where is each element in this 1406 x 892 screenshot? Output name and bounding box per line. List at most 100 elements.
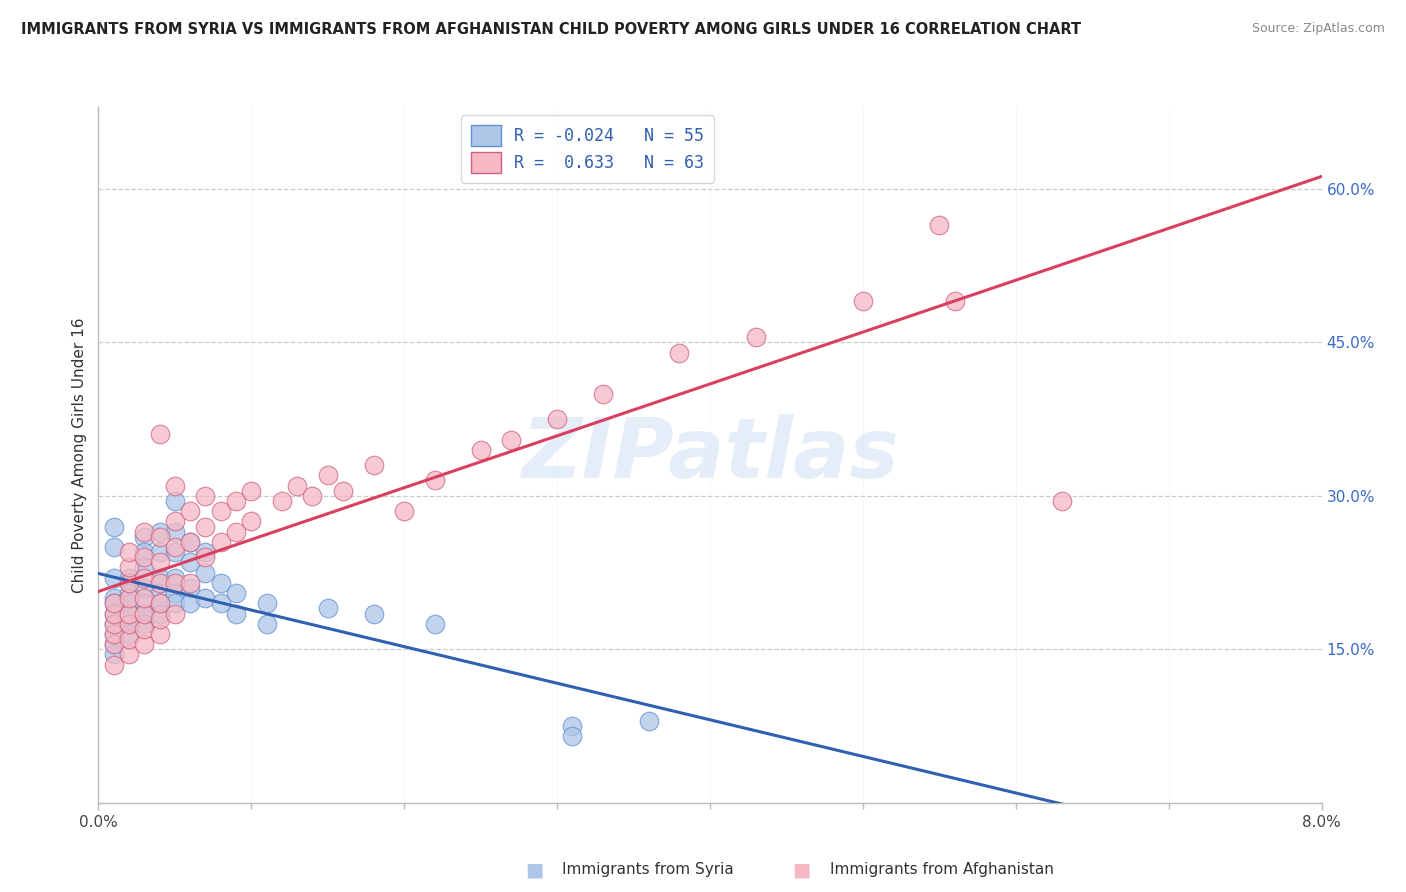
Point <box>103 519 125 533</box>
Point <box>103 627 125 641</box>
Point <box>118 586 141 600</box>
Point <box>149 596 172 610</box>
Point <box>163 524 186 539</box>
Point <box>423 616 446 631</box>
Point <box>256 616 278 631</box>
Point <box>179 581 201 595</box>
Point <box>103 571 125 585</box>
Point <box>103 596 125 610</box>
Point <box>179 575 201 590</box>
Point <box>225 494 247 508</box>
Point <box>103 616 125 631</box>
Point <box>668 345 690 359</box>
Point <box>194 545 217 559</box>
Point <box>470 442 492 457</box>
Point <box>561 719 583 733</box>
Point <box>134 607 156 621</box>
Point <box>194 519 217 533</box>
Point <box>134 616 156 631</box>
Point <box>103 607 125 621</box>
Point <box>103 637 125 651</box>
Text: IMMIGRANTS FROM SYRIA VS IMMIGRANTS FROM AFGHANISTAN CHILD POVERTY AMONG GIRLS U: IMMIGRANTS FROM SYRIA VS IMMIGRANTS FROM… <box>21 22 1081 37</box>
Point <box>852 294 875 309</box>
Point <box>149 596 172 610</box>
Point <box>363 458 385 472</box>
Point <box>163 540 186 554</box>
Point <box>118 648 141 662</box>
Point <box>134 637 156 651</box>
Point <box>134 581 156 595</box>
Point <box>163 545 186 559</box>
Point <box>103 616 125 631</box>
Point <box>301 489 323 503</box>
Point <box>225 586 247 600</box>
Point <box>134 596 156 610</box>
Point <box>163 596 186 610</box>
Point <box>149 571 172 585</box>
Y-axis label: Child Poverty Among Girls Under 16: Child Poverty Among Girls Under 16 <box>72 318 87 592</box>
Point <box>118 591 141 606</box>
Point <box>1050 494 1073 508</box>
Point <box>240 515 263 529</box>
Point <box>134 622 156 636</box>
Point <box>194 591 217 606</box>
Point <box>134 524 156 539</box>
Point <box>928 218 950 232</box>
Point <box>149 427 172 442</box>
Point <box>179 535 201 549</box>
Point <box>134 560 156 574</box>
Point <box>423 474 446 488</box>
Point <box>194 489 217 503</box>
Point <box>256 596 278 610</box>
Point <box>163 515 186 529</box>
Point <box>163 571 186 585</box>
Point <box>163 494 186 508</box>
Point <box>179 535 201 549</box>
Point <box>118 571 141 585</box>
Point <box>103 657 125 672</box>
Point <box>194 566 217 580</box>
Point <box>209 504 232 518</box>
Point <box>118 607 141 621</box>
Point <box>118 575 141 590</box>
Point <box>149 575 172 590</box>
Point <box>134 571 156 585</box>
Point <box>149 545 172 559</box>
Point <box>103 540 125 554</box>
Point <box>561 729 583 743</box>
Point <box>392 504 416 518</box>
Point <box>501 433 523 447</box>
Point <box>163 586 186 600</box>
Text: ZIPatlas: ZIPatlas <box>522 415 898 495</box>
Point <box>134 545 156 559</box>
Legend: R = -0.024   N = 55, R =  0.633   N = 63: R = -0.024 N = 55, R = 0.633 N = 63 <box>461 115 714 183</box>
Point <box>118 616 141 631</box>
Point <box>637 714 661 728</box>
Point <box>149 555 172 569</box>
Point <box>592 386 614 401</box>
Point <box>225 607 247 621</box>
Point <box>149 612 172 626</box>
Point <box>103 637 125 651</box>
Point <box>209 596 232 610</box>
Point <box>745 330 768 344</box>
Point <box>149 524 172 539</box>
Point <box>134 591 156 606</box>
Point <box>194 550 217 565</box>
Point <box>103 627 125 641</box>
Point <box>103 607 125 621</box>
Point <box>134 607 156 621</box>
Point <box>363 607 385 621</box>
Point <box>118 596 141 610</box>
Text: ■: ■ <box>524 860 544 880</box>
Point <box>546 412 568 426</box>
Point <box>103 591 125 606</box>
Point <box>285 478 308 492</box>
Point <box>118 632 141 646</box>
Point <box>240 483 263 498</box>
Point <box>316 601 339 615</box>
Point <box>149 530 172 544</box>
Point <box>225 524 247 539</box>
Point <box>149 586 172 600</box>
Point <box>118 545 141 559</box>
